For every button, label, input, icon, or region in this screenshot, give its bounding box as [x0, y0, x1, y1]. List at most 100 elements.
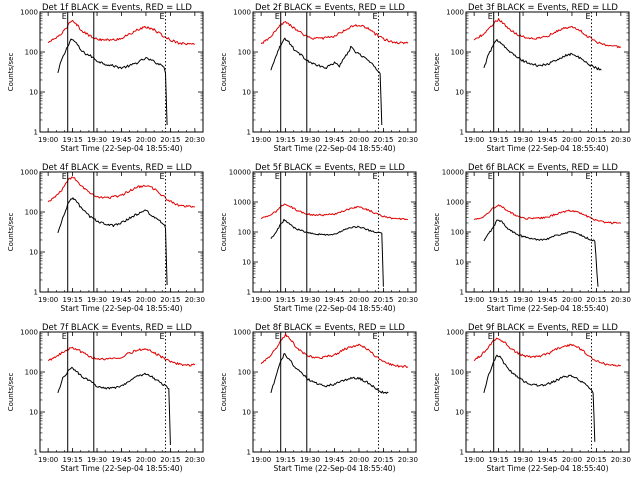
- y-tick-label: 10: [29, 409, 38, 417]
- events-series-line: [270, 353, 389, 394]
- x-tick-label: 20:30: [611, 456, 631, 464]
- y-tick-label: 1000: [233, 329, 251, 337]
- x-tick-label: 19:30: [87, 456, 107, 464]
- x-tick-label: 19:15: [489, 296, 509, 304]
- x-tick-label: 20:00: [136, 136, 156, 144]
- y-tick-label: 10: [455, 89, 464, 97]
- events-series-line: [57, 366, 171, 446]
- detector-panel: Det 9f BLACK = Events, RED = LLD 19:00 19:…: [433, 323, 631, 473]
- lld-series-line: [260, 203, 408, 221]
- x-tick-label: 20:15: [160, 136, 180, 144]
- y-tick-label: 1: [34, 129, 38, 137]
- y-tick-label: 1000: [20, 329, 38, 337]
- marker-label: E: [160, 332, 165, 341]
- lld-series-line: [473, 337, 622, 367]
- x-tick-label: 20:30: [398, 456, 418, 464]
- plot-frame: [252, 171, 417, 293]
- panel-title: Det 9f BLACK = Events, RED = LLD: [468, 323, 618, 333]
- x-tick-label: 20:00: [562, 136, 582, 144]
- x-axis-label: Start Time (22-Sep-04 18:55:40): [487, 144, 609, 153]
- x-tick-label: 19:15: [489, 136, 509, 144]
- x-tick-label: 19:45: [537, 456, 557, 464]
- x-tick-label: 20:15: [586, 456, 606, 464]
- x-axis-label: Start Time (22-Sep-04 18:55:40): [61, 464, 183, 473]
- x-tick-label: 19:00: [251, 136, 271, 144]
- marker-label: E: [373, 12, 378, 21]
- x-tick-label: 20:00: [349, 136, 369, 144]
- detector-panel: Det 6f BLACK = Events, RED = LLD 19:00 19:…: [433, 163, 631, 313]
- panel-title: Det 2f BLACK = Events, RED = LLD: [255, 3, 405, 13]
- x-tick-label: 19:45: [111, 296, 131, 304]
- x-tick-label: 20:15: [160, 296, 180, 304]
- y-tick-label: 1000: [233, 9, 251, 17]
- detector-panel: Det 7f BLACK = Events, RED = LLD 19:00 19:…: [7, 323, 205, 473]
- x-tick-label: 19:00: [38, 456, 58, 464]
- x-tick-label: 20:15: [373, 456, 393, 464]
- x-tick-label: 19:45: [111, 456, 131, 464]
- x-axis-label: Start Time (22-Sep-04 18:55:40): [61, 144, 183, 153]
- x-tick-label: 19:15: [489, 456, 509, 464]
- y-axis-label: Counts/sec: [433, 53, 441, 92]
- x-tick-label: 20:30: [611, 296, 631, 304]
- y-tick-label: 1: [34, 289, 38, 297]
- x-axis-label: Start Time (22-Sep-04 18:55:40): [61, 304, 183, 313]
- x-tick-label: 19:30: [87, 296, 107, 304]
- marker-label: E: [275, 172, 280, 181]
- y-tick-label: 10000: [229, 169, 251, 177]
- y-tick-label: 100: [451, 49, 464, 57]
- marker-label: E: [160, 12, 165, 21]
- x-tick-label: 19:00: [464, 296, 484, 304]
- panel-title: Det 7f BLACK = Events, RED = LLD: [42, 323, 192, 333]
- x-axis-label: Start Time (22-Sep-04 18:55:40): [487, 304, 609, 313]
- y-tick-label: 100: [451, 229, 464, 237]
- y-tick-label: 100: [25, 369, 38, 377]
- x-tick-label: 19:15: [276, 296, 296, 304]
- x-tick-label: 20:30: [185, 136, 205, 144]
- panel-title: Det 8f BLACK = Events, RED = LLD: [255, 323, 405, 333]
- events-series-line: [270, 218, 384, 287]
- x-tick-label: 20:30: [398, 296, 418, 304]
- y-tick-label: 1: [460, 289, 464, 297]
- events-series-line: [483, 219, 599, 287]
- panel-title: Det 6f BLACK = Events, RED = LLD: [468, 163, 618, 173]
- y-tick-label: 100: [25, 209, 38, 217]
- x-axis-label: Start Time (22-Sep-04 18:55:40): [274, 304, 396, 313]
- detector-panel: Det 1f BLACK = Events, RED = LLD 19:00 19:…: [7, 3, 205, 153]
- panel-title: Det 4f BLACK = Events, RED = LLD: [42, 163, 192, 173]
- x-tick-label: 19:00: [251, 456, 271, 464]
- x-tick-label: 20:30: [398, 136, 418, 144]
- x-axis-label: Start Time (22-Sep-04 18:55:40): [274, 144, 396, 153]
- marker-label: E: [62, 172, 67, 181]
- marker-label: E: [62, 12, 67, 21]
- y-tick-label: 1000: [446, 9, 464, 17]
- x-tick-label: 20:00: [562, 296, 582, 304]
- x-tick-label: 20:00: [136, 456, 156, 464]
- x-tick-label: 19:30: [300, 296, 320, 304]
- x-tick-label: 19:30: [300, 456, 320, 464]
- plot-frame: [39, 331, 204, 453]
- x-tick-label: 19:45: [537, 296, 557, 304]
- events-series-line: [483, 354, 596, 442]
- x-tick-label: 20:30: [185, 456, 205, 464]
- plot-frame: [465, 11, 630, 133]
- x-tick-label: 20:30: [185, 296, 205, 304]
- marker-label: E: [586, 172, 591, 181]
- y-tick-label: 1000: [446, 329, 464, 337]
- y-tick-label: 10: [242, 259, 251, 267]
- y-tick-label: 1: [460, 129, 464, 137]
- x-tick-label: 20:00: [349, 456, 369, 464]
- x-tick-label: 19:15: [63, 456, 83, 464]
- y-tick-label: 10000: [442, 169, 464, 177]
- y-axis-label: Counts/sec: [433, 373, 441, 412]
- y-tick-label: 100: [238, 369, 251, 377]
- events-series-line: [57, 38, 168, 126]
- y-tick-label: 10: [242, 89, 251, 97]
- detector-panel: Det 3f BLACK = Events, RED = LLD 19:00 19:…: [433, 3, 631, 153]
- y-tick-label: 100: [238, 49, 251, 57]
- y-axis-label: Counts/sec: [220, 373, 228, 412]
- lld-series-line: [47, 176, 195, 208]
- marker-label: E: [62, 332, 67, 341]
- marker-label: E: [586, 12, 591, 21]
- y-tick-label: 10: [242, 409, 251, 417]
